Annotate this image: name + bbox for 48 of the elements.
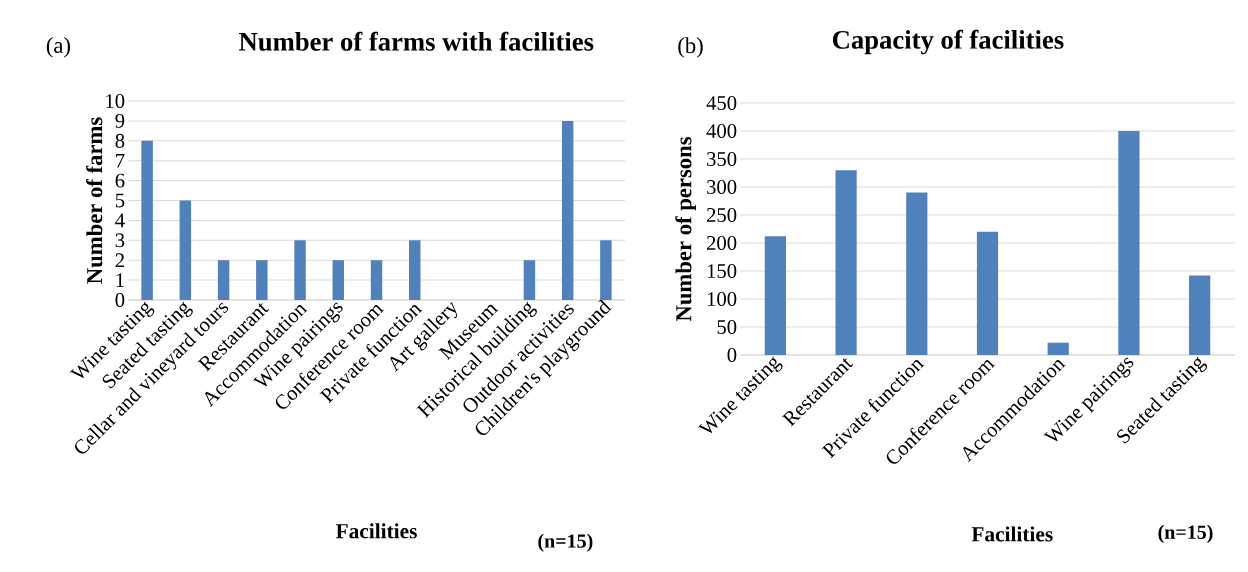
y-tick-label: 450: [706, 96, 737, 110]
y-tick-label: 4: [115, 213, 125, 228]
y-tick-label: 3: [115, 233, 125, 248]
y-tick-label: 5: [115, 193, 125, 208]
x-axis-title: Facilities: [335, 523, 417, 539]
y-tick-label: 2: [115, 253, 124, 268]
y-tick-label: 350: [707, 152, 737, 166]
x-axis-title: Facilities: [971, 526, 1053, 542]
bar: [835, 170, 857, 355]
y-tick-label: 0: [727, 348, 737, 362]
y-axis-title: Number of farms: [86, 117, 103, 284]
y-tick-label: 6: [115, 173, 125, 188]
y-tick-label: 250: [706, 208, 737, 222]
y-tick-label: 10: [106, 94, 125, 108]
bar: [561, 120, 574, 300]
chart-title: Number of farms with facilities: [239, 31, 594, 51]
bar: [332, 260, 345, 300]
y-tick-label: 1: [116, 273, 124, 287]
y-axis-title: Number of persons: [675, 137, 697, 322]
y-tick-label: 400: [706, 124, 737, 138]
chart-title: Capacity of facilities: [832, 29, 1064, 55]
text: (b): [678, 37, 703, 58]
bar: [141, 140, 153, 300]
y-tick-label: 7: [116, 153, 125, 168]
y-tick-label: 50: [717, 320, 737, 334]
bar: [976, 231, 999, 355]
text: (n=15): [1158, 524, 1213, 543]
bar: [179, 200, 192, 300]
bar: [764, 236, 786, 355]
y-tick-label: 150: [707, 264, 737, 278]
bar: [1118, 131, 1140, 355]
text: (n=15): [538, 533, 593, 552]
y-tick-label: 8: [115, 133, 125, 148]
bar: [600, 240, 612, 300]
bar: [294, 240, 306, 300]
y-tick-label: 200: [706, 236, 737, 250]
bar: [370, 260, 383, 300]
text: (a): [46, 37, 70, 58]
bar: [1047, 342, 1069, 355]
bar: [523, 260, 536, 300]
bar: [256, 260, 268, 300]
y-tick-label: 300: [707, 180, 737, 194]
y-tick-label: 9: [115, 113, 125, 128]
bar: [1189, 275, 1211, 355]
bar: [409, 240, 421, 300]
y-tick-label: 100: [707, 292, 737, 306]
bar: [217, 260, 230, 300]
bar: [906, 192, 928, 355]
